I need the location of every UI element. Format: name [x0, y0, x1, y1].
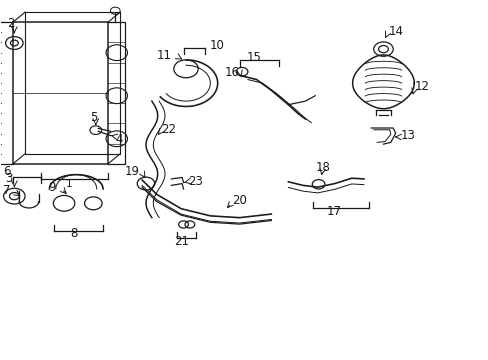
Text: 8: 8 — [70, 227, 78, 240]
Text: 13: 13 — [400, 129, 415, 142]
Text: 18: 18 — [315, 161, 329, 174]
Text: 17: 17 — [325, 205, 341, 218]
Text: 4: 4 — [115, 132, 122, 145]
Text: 19: 19 — [124, 165, 140, 177]
Text: 14: 14 — [387, 25, 403, 38]
Text: 7: 7 — [3, 184, 10, 197]
Text: 9: 9 — [48, 181, 56, 194]
Text: 23: 23 — [188, 175, 203, 188]
Text: 5: 5 — [89, 111, 97, 124]
Text: 11: 11 — [156, 49, 171, 62]
Text: 15: 15 — [246, 51, 261, 64]
Text: 6: 6 — [3, 165, 10, 178]
Text: 21: 21 — [174, 235, 189, 248]
Text: 10: 10 — [209, 39, 224, 52]
Text: 3: 3 — [5, 172, 13, 185]
Text: 1: 1 — [66, 179, 73, 189]
Text: 20: 20 — [232, 194, 246, 207]
Text: 16: 16 — [224, 66, 239, 79]
Text: 2: 2 — [7, 17, 15, 30]
Text: 12: 12 — [414, 80, 429, 93]
Text: 22: 22 — [161, 123, 176, 136]
